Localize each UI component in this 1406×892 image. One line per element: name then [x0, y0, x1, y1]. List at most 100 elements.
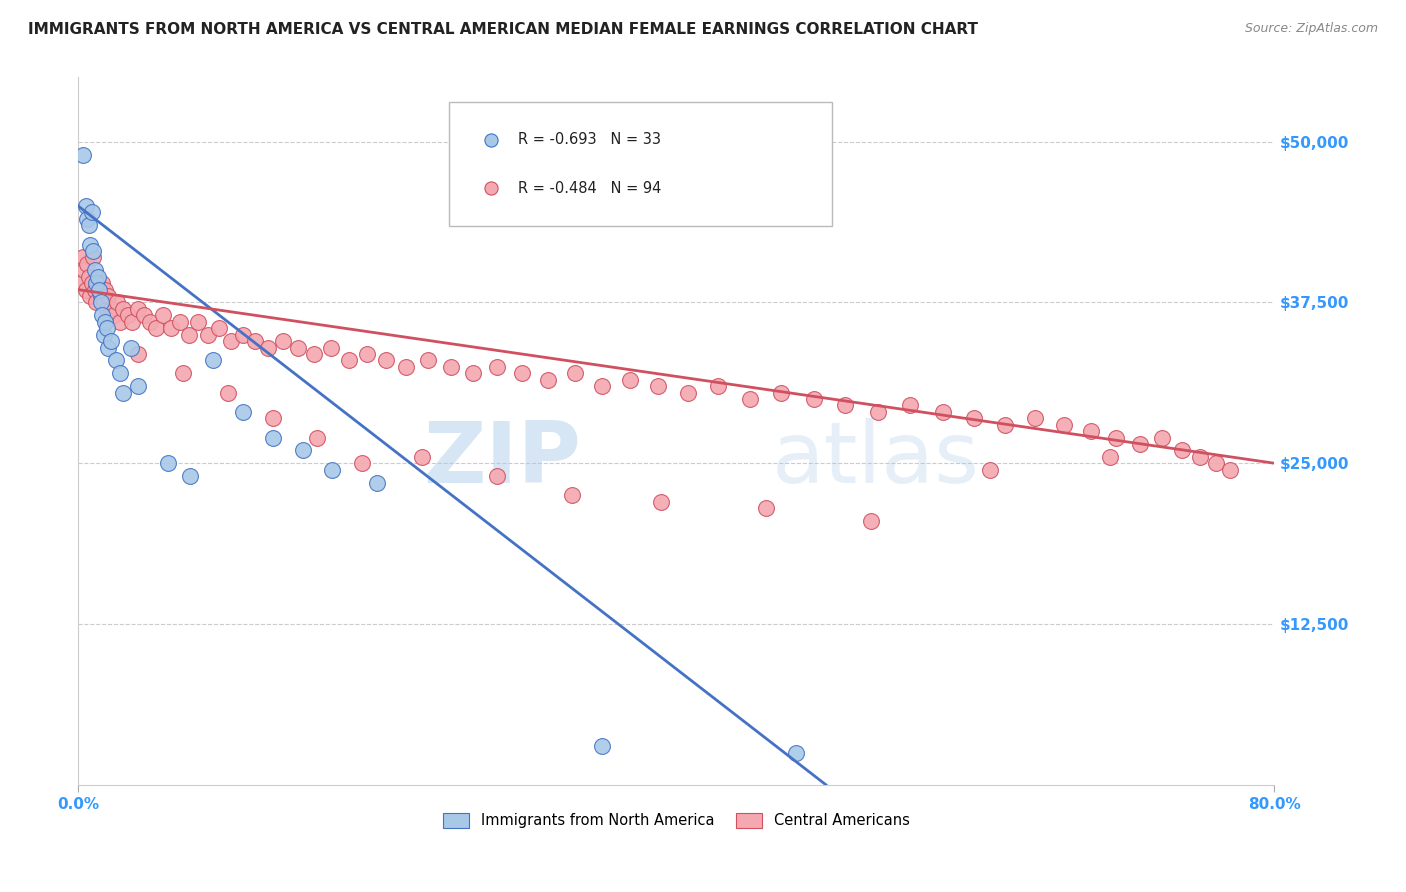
Point [79, 237, 101, 252]
Point [83, 283, 105, 297]
Point [80, 205, 103, 219]
Point [108, 366, 131, 380]
Point [156, 456, 179, 470]
Point [375, 353, 398, 368]
Point [1188, 450, 1211, 464]
Point [1171, 443, 1194, 458]
Point [86, 276, 108, 290]
Point [271, 334, 294, 348]
Point [97, 341, 120, 355]
Point [139, 315, 162, 329]
Point [75, 199, 97, 213]
Point [439, 359, 461, 374]
Point [411, 450, 433, 464]
Point [77, 219, 100, 233]
Point [96, 301, 118, 316]
Point [201, 353, 224, 368]
Point [208, 321, 231, 335]
Point [91, 309, 114, 323]
Point [120, 341, 142, 355]
FancyBboxPatch shape [449, 103, 832, 226]
Point [145, 321, 167, 335]
Point [117, 309, 139, 323]
Text: IMMIGRANTS FROM NORTH AMERICA VS CENTRAL AMERICAN MEDIAN FEMALE EARNINGS CORRELA: IMMIGRANTS FROM NORTH AMERICA VS CENTRAL… [28, 22, 979, 37]
Point [461, 366, 484, 380]
Point [72, 147, 94, 161]
Point [108, 315, 131, 329]
Point [91, 276, 114, 290]
Point [93, 327, 115, 342]
Point [963, 411, 986, 425]
Point [76, 211, 98, 226]
Point [121, 315, 143, 329]
Point [583, 778, 606, 792]
Point [73, 263, 96, 277]
Point [232, 327, 254, 342]
Point [82, 251, 104, 265]
Point [169, 315, 191, 329]
Point [90, 289, 112, 303]
Point [127, 379, 149, 393]
Point [82, 244, 104, 258]
Point [319, 341, 342, 355]
Point [262, 430, 284, 444]
Point [738, 392, 761, 406]
Point [105, 295, 128, 310]
Point [127, 301, 149, 316]
Point [356, 347, 378, 361]
Point [485, 469, 508, 483]
Point [1024, 411, 1046, 425]
Text: Source: ZipAtlas.com: Source: ZipAtlas.com [1244, 22, 1378, 36]
Legend: Immigrants from North America, Central Americans: Immigrants from North America, Central A… [437, 807, 915, 834]
Point [70, 276, 93, 290]
Point [179, 469, 201, 483]
Point [337, 353, 360, 368]
Point [94, 315, 117, 329]
Point [72, 251, 94, 265]
Point [291, 443, 314, 458]
Point [352, 456, 374, 470]
Point [1105, 430, 1128, 444]
Point [1219, 463, 1241, 477]
Point [1152, 430, 1174, 444]
Point [112, 385, 135, 400]
Point [97, 289, 120, 303]
Point [647, 379, 669, 393]
Point [104, 353, 127, 368]
Point [321, 463, 343, 477]
Point [243, 334, 266, 348]
Point [395, 359, 418, 374]
Point [132, 309, 155, 323]
Point [979, 463, 1001, 477]
Point [418, 353, 440, 368]
Text: ZIP: ZIP [423, 417, 581, 501]
Point [77, 269, 100, 284]
Point [83, 263, 105, 277]
Point [80, 276, 103, 290]
Point [177, 327, 200, 342]
Point [769, 385, 792, 400]
Point [868, 405, 890, 419]
Point [287, 341, 309, 355]
Point [1052, 417, 1074, 432]
Point [197, 327, 219, 342]
Point [591, 379, 613, 393]
Point [994, 417, 1017, 432]
Point [160, 321, 183, 335]
Point [1205, 456, 1227, 470]
Point [100, 334, 122, 348]
Point [152, 309, 174, 323]
Point [217, 385, 239, 400]
Point [678, 385, 700, 400]
Point [898, 398, 921, 412]
Point [172, 366, 194, 380]
Point [93, 295, 115, 310]
Point [755, 501, 778, 516]
Point [1129, 437, 1152, 451]
Point [86, 269, 108, 284]
Point [187, 315, 209, 329]
Point [89, 283, 111, 297]
Point [89, 283, 111, 297]
Point [75, 283, 97, 297]
Point [650, 495, 672, 509]
